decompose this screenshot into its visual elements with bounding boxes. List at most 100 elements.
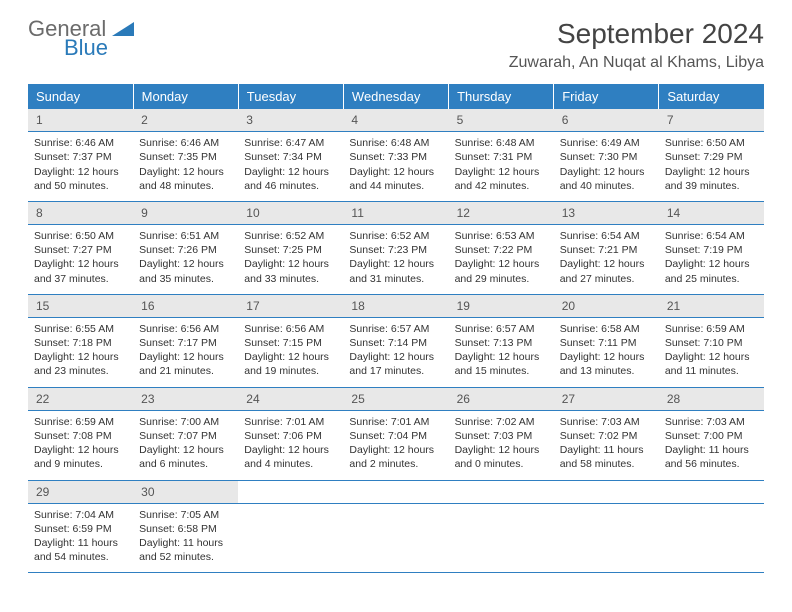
day-detail-row: Sunrise: 6:59 AMSunset: 7:08 PMDaylight:… — [28, 410, 764, 480]
day-detail-cell — [343, 503, 448, 573]
day-number-cell: 18 — [343, 294, 448, 317]
day-number-cell: 4 — [343, 109, 448, 132]
daylight-text: Daylight: 12 hours and 15 minutes. — [455, 350, 548, 378]
day-detail-row: Sunrise: 7:04 AMSunset: 6:59 PMDaylight:… — [28, 503, 764, 573]
sunset-text: Sunset: 7:35 PM — [139, 150, 232, 164]
day-number-cell: 28 — [659, 387, 764, 410]
sunset-text: Sunset: 7:04 PM — [349, 429, 442, 443]
sunrise-text: Sunrise: 6:59 AM — [665, 322, 758, 336]
sunset-text: Sunset: 7:23 PM — [349, 243, 442, 257]
day-number-cell: 12 — [449, 201, 554, 224]
day-number-cell — [554, 480, 659, 503]
sunrise-text: Sunrise: 6:56 AM — [244, 322, 337, 336]
day-number-cell: 2 — [133, 109, 238, 132]
sunset-text: Sunset: 7:03 PM — [455, 429, 548, 443]
daylight-text: Daylight: 12 hours and 11 minutes. — [665, 350, 758, 378]
daylight-text: Daylight: 12 hours and 46 minutes. — [244, 165, 337, 193]
sunrise-text: Sunrise: 6:50 AM — [34, 229, 127, 243]
day-detail-cell: Sunrise: 6:51 AMSunset: 7:26 PMDaylight:… — [133, 225, 238, 295]
sunrise-text: Sunrise: 6:52 AM — [349, 229, 442, 243]
daylight-text: Daylight: 12 hours and 4 minutes. — [244, 443, 337, 471]
sunset-text: Sunset: 7:29 PM — [665, 150, 758, 164]
daylight-text: Daylight: 12 hours and 6 minutes. — [139, 443, 232, 471]
daylight-text: Daylight: 12 hours and 21 minutes. — [139, 350, 232, 378]
day-detail-row: Sunrise: 6:46 AMSunset: 7:37 PMDaylight:… — [28, 132, 764, 202]
day-detail-cell: Sunrise: 6:52 AMSunset: 7:23 PMDaylight:… — [343, 225, 448, 295]
day-detail-cell: Sunrise: 6:54 AMSunset: 7:21 PMDaylight:… — [554, 225, 659, 295]
sunset-text: Sunset: 6:59 PM — [34, 522, 127, 536]
daylight-text: Daylight: 11 hours and 54 minutes. — [34, 536, 127, 564]
day-number-cell: 3 — [238, 109, 343, 132]
location: Zuwarah, An Nuqat al Khams, Libya — [509, 54, 764, 72]
daylight-text: Daylight: 12 hours and 31 minutes. — [349, 257, 442, 285]
sunrise-text: Sunrise: 6:46 AM — [139, 136, 232, 150]
sunrise-text: Sunrise: 6:57 AM — [455, 322, 548, 336]
daylight-text: Daylight: 12 hours and 0 minutes. — [455, 443, 548, 471]
day-detail-cell: Sunrise: 6:48 AMSunset: 7:31 PMDaylight:… — [449, 132, 554, 202]
day-number-cell — [343, 480, 448, 503]
weekday-header: Wednesday — [343, 84, 448, 109]
day-detail-cell: Sunrise: 6:52 AMSunset: 7:25 PMDaylight:… — [238, 225, 343, 295]
day-detail-cell: Sunrise: 7:01 AMSunset: 7:06 PMDaylight:… — [238, 410, 343, 480]
title-block: September 2024 Zuwarah, An Nuqat al Kham… — [509, 18, 764, 72]
day-detail-cell: Sunrise: 6:49 AMSunset: 7:30 PMDaylight:… — [554, 132, 659, 202]
day-detail-cell: Sunrise: 6:58 AMSunset: 7:11 PMDaylight:… — [554, 317, 659, 387]
day-detail-cell: Sunrise: 6:46 AMSunset: 7:35 PMDaylight:… — [133, 132, 238, 202]
logo: General Blue — [28, 18, 134, 59]
sunrise-text: Sunrise: 7:01 AM — [244, 415, 337, 429]
day-number-cell: 25 — [343, 387, 448, 410]
sunrise-text: Sunrise: 6:57 AM — [349, 322, 442, 336]
sunset-text: Sunset: 7:37 PM — [34, 150, 127, 164]
daylight-text: Daylight: 12 hours and 17 minutes. — [349, 350, 442, 378]
day-detail-cell: Sunrise: 6:59 AMSunset: 7:10 PMDaylight:… — [659, 317, 764, 387]
daylight-text: Daylight: 12 hours and 50 minutes. — [34, 165, 127, 193]
daylight-text: Daylight: 12 hours and 27 minutes. — [560, 257, 653, 285]
daylight-text: Daylight: 12 hours and 2 minutes. — [349, 443, 442, 471]
day-number-cell: 30 — [133, 480, 238, 503]
sunrise-text: Sunrise: 7:02 AM — [455, 415, 548, 429]
header: General Blue September 2024 Zuwarah, An … — [28, 18, 764, 72]
sunset-text: Sunset: 7:08 PM — [34, 429, 127, 443]
sunset-text: Sunset: 7:21 PM — [560, 243, 653, 257]
daylight-text: Daylight: 12 hours and 25 minutes. — [665, 257, 758, 285]
logo-word-2: Blue — [64, 37, 134, 59]
day-number-cell: 15 — [28, 294, 133, 317]
sunrise-text: Sunrise: 6:50 AM — [665, 136, 758, 150]
day-detail-cell: Sunrise: 6:55 AMSunset: 7:18 PMDaylight:… — [28, 317, 133, 387]
daylight-text: Daylight: 12 hours and 23 minutes. — [34, 350, 127, 378]
weekday-header: Tuesday — [238, 84, 343, 109]
day-detail-cell: Sunrise: 6:56 AMSunset: 7:15 PMDaylight:… — [238, 317, 343, 387]
day-number-row: 22232425262728 — [28, 387, 764, 410]
weekday-header-row: Sunday Monday Tuesday Wednesday Thursday… — [28, 84, 764, 109]
sunset-text: Sunset: 7:25 PM — [244, 243, 337, 257]
day-number-cell: 11 — [343, 201, 448, 224]
day-number-row: 891011121314 — [28, 201, 764, 224]
day-number-row: 2930 — [28, 480, 764, 503]
day-detail-cell: Sunrise: 6:57 AMSunset: 7:14 PMDaylight:… — [343, 317, 448, 387]
day-detail-cell: Sunrise: 7:02 AMSunset: 7:03 PMDaylight:… — [449, 410, 554, 480]
day-detail-cell: Sunrise: 6:57 AMSunset: 7:13 PMDaylight:… — [449, 317, 554, 387]
day-detail-cell — [449, 503, 554, 573]
day-number-cell: 20 — [554, 294, 659, 317]
day-number-row: 1234567 — [28, 109, 764, 132]
sunrise-text: Sunrise: 7:03 AM — [560, 415, 653, 429]
day-number-cell: 24 — [238, 387, 343, 410]
calendar-table: Sunday Monday Tuesday Wednesday Thursday… — [28, 84, 764, 573]
day-detail-cell: Sunrise: 6:54 AMSunset: 7:19 PMDaylight:… — [659, 225, 764, 295]
sunset-text: Sunset: 7:17 PM — [139, 336, 232, 350]
day-number-cell: 22 — [28, 387, 133, 410]
daylight-text: Daylight: 12 hours and 9 minutes. — [34, 443, 127, 471]
sunset-text: Sunset: 6:58 PM — [139, 522, 232, 536]
weekday-header: Thursday — [449, 84, 554, 109]
day-detail-cell: Sunrise: 6:56 AMSunset: 7:17 PMDaylight:… — [133, 317, 238, 387]
day-number-cell: 10 — [238, 201, 343, 224]
day-detail-cell: Sunrise: 6:53 AMSunset: 7:22 PMDaylight:… — [449, 225, 554, 295]
weekday-header: Sunday — [28, 84, 133, 109]
sunrise-text: Sunrise: 6:55 AM — [34, 322, 127, 336]
day-number-row: 15161718192021 — [28, 294, 764, 317]
sunrise-text: Sunrise: 6:54 AM — [560, 229, 653, 243]
day-detail-cell: Sunrise: 7:01 AMSunset: 7:04 PMDaylight:… — [343, 410, 448, 480]
daylight-text: Daylight: 12 hours and 33 minutes. — [244, 257, 337, 285]
sunset-text: Sunset: 7:10 PM — [665, 336, 758, 350]
sunset-text: Sunset: 7:06 PM — [244, 429, 337, 443]
